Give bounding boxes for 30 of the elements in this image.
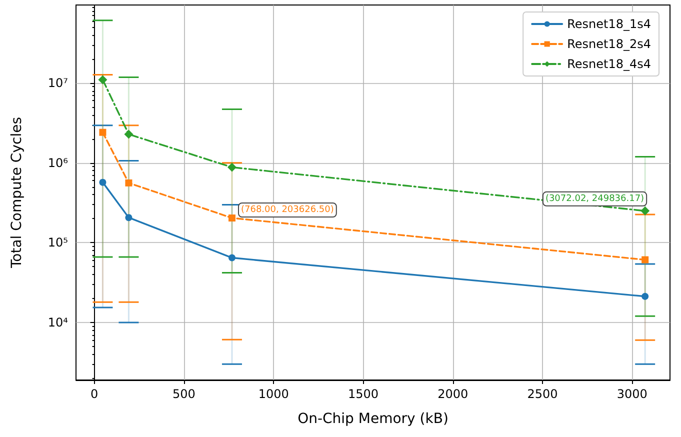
legend-label: Resnet18_1s4	[567, 17, 652, 31]
point	[125, 214, 132, 222]
legend-label: Resnet18_2s4	[567, 37, 652, 51]
y-axis-title: Total Compute Cycles	[9, 117, 25, 269]
y-tick-label: 10⁷	[48, 76, 68, 90]
point	[98, 75, 108, 84]
annotation: (3072.02, 249836.17)	[545, 194, 644, 204]
x-tick-label: 1000	[258, 387, 289, 401]
y-tick-label: 10⁶	[48, 156, 68, 170]
point	[99, 178, 106, 186]
point	[227, 162, 236, 172]
point	[642, 292, 649, 300]
x-tick-label: 2000	[438, 387, 468, 401]
x-tick-label: 0	[90, 387, 98, 401]
x-tick-label: 2500	[527, 387, 558, 401]
point	[125, 179, 132, 186]
point	[228, 214, 236, 222]
x-tick-label: 1500	[348, 387, 378, 401]
point	[228, 254, 236, 262]
y-tick-label: 10⁴	[48, 315, 68, 330]
point	[640, 206, 650, 216]
x-axis-title: On-Chip Memory (kB)	[298, 411, 448, 427]
point	[642, 256, 649, 264]
y-tick-label: 10⁵	[48, 236, 68, 250]
legend-label: Resnet18_4s4	[567, 57, 652, 71]
x-tick-label: 500	[172, 387, 196, 401]
x-tick-label: 3000	[616, 387, 648, 401]
annotation: (768.00, 203626.50)	[240, 204, 334, 215]
point	[99, 128, 106, 136]
point	[124, 130, 134, 139]
